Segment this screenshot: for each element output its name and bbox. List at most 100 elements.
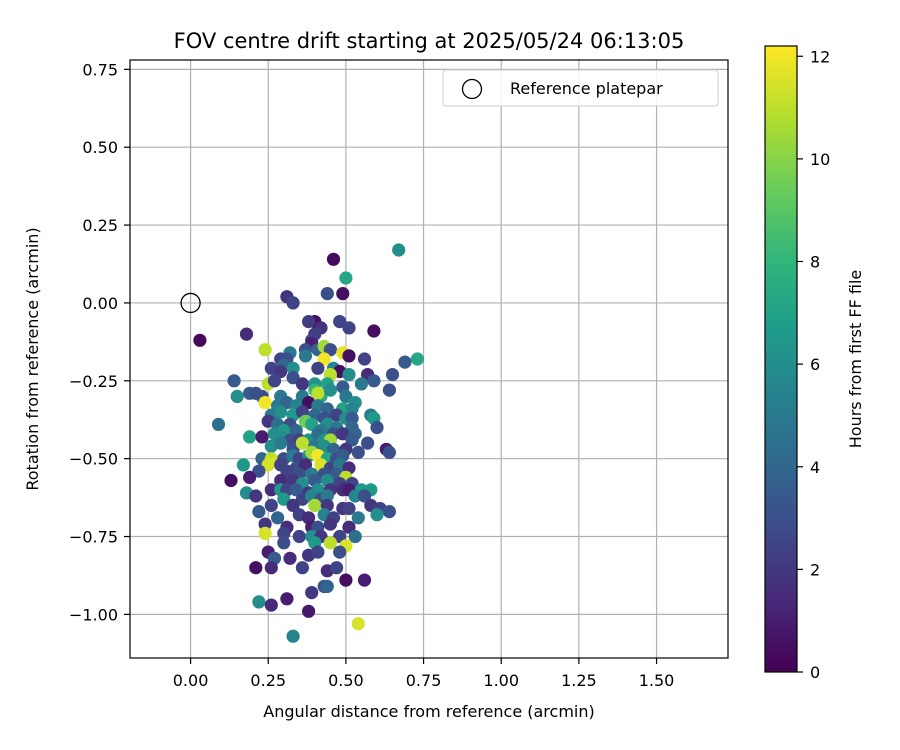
data-point [211, 417, 226, 431]
data-point [302, 315, 316, 329]
data-point [342, 321, 356, 335]
data-point [283, 551, 297, 565]
data-point [410, 352, 424, 366]
x-tick-label: 0.25 [250, 671, 286, 690]
colorbar-tick-label: 2 [810, 560, 820, 579]
data-point [305, 586, 319, 600]
colorbar-label: Hours from first FF file [846, 270, 865, 449]
data-point [230, 389, 244, 403]
data-point [342, 501, 356, 516]
data-point [323, 536, 337, 550]
data-point [351, 617, 365, 631]
data-point [323, 517, 337, 531]
data-point [326, 252, 341, 266]
data-point [249, 489, 263, 503]
x-tick-label: 1.50 [639, 671, 675, 690]
data-point [286, 629, 300, 643]
data-point [286, 361, 300, 375]
data-point [345, 402, 359, 416]
data-point [261, 458, 275, 472]
data-point [351, 445, 365, 459]
colorbar-tick-label: 12 [810, 47, 830, 66]
data-point [274, 364, 288, 379]
legend-entry-reference: Reference platepar [510, 79, 663, 98]
data-point [392, 243, 406, 257]
data-point [264, 561, 278, 575]
data-point [323, 383, 337, 397]
data-point [252, 595, 266, 609]
data-point [277, 526, 291, 541]
data-point [361, 436, 375, 450]
colorbar-tick-label: 6 [810, 355, 820, 374]
data-point [339, 389, 353, 403]
y-tick-label: 0.25 [82, 216, 118, 235]
grid-lines [130, 60, 728, 658]
data-point [333, 529, 347, 544]
data-point [308, 498, 322, 512]
chart-title: FOV centre drift starting at 2025/05/24 … [174, 29, 685, 53]
data-point [243, 470, 257, 484]
data-point [311, 361, 325, 375]
data-point [289, 483, 303, 497]
y-tick-label: −1.00 [69, 605, 118, 624]
data-point [351, 511, 365, 525]
y-tick-label: −0.75 [69, 528, 118, 547]
data-point [348, 489, 362, 503]
data-point [354, 377, 368, 391]
data-point [286, 498, 300, 512]
y-tick-label: −0.50 [69, 450, 118, 469]
data-point [280, 592, 294, 606]
data-point [274, 473, 288, 488]
data-points [193, 243, 424, 643]
data-point [258, 396, 272, 410]
colorbar-tick-label: 4 [810, 458, 820, 477]
data-point [274, 436, 288, 450]
y-tick-label: −0.25 [69, 372, 118, 391]
colorbar-tick-label: 8 [810, 253, 820, 272]
data-point [317, 352, 331, 366]
data-point [274, 405, 288, 419]
data-point [239, 327, 254, 341]
data-point [193, 333, 207, 347]
colorbar-tick-label: 10 [810, 150, 830, 169]
data-point [295, 436, 309, 450]
data-point [280, 464, 294, 478]
colorbar-tick-label: 0 [810, 663, 820, 682]
data-point [258, 517, 272, 531]
data-point [298, 458, 313, 472]
data-point [320, 579, 334, 594]
data-point [264, 483, 278, 497]
reference-point-icon [180, 292, 201, 314]
data-point [330, 561, 344, 575]
y-tick-label: 0.00 [82, 294, 118, 313]
y-axis-label: Rotation from reference (arcmin) [23, 227, 42, 490]
data-point [348, 529, 362, 544]
colorbar-frame [764, 45, 798, 673]
data-point [367, 374, 381, 388]
data-point [292, 529, 306, 544]
data-point [342, 349, 356, 363]
x-axis-ticks: 0.00 0.25 0.50 0.75 1.00 1.25 1.50 [173, 658, 675, 690]
data-point [224, 473, 238, 488]
data-point [236, 458, 250, 472]
data-point [302, 604, 316, 618]
data-point [320, 287, 334, 301]
plot-frame [129, 59, 729, 659]
data-point [286, 371, 300, 385]
x-tick-label: 1.00 [483, 671, 519, 690]
data-point [382, 445, 396, 459]
data-point [258, 526, 272, 541]
data-point [255, 430, 269, 444]
legend-marker-icon [461, 78, 483, 100]
reference-marker [180, 292, 201, 314]
data-point [382, 505, 396, 519]
legend: Reference platepar [442, 69, 719, 107]
data-point [320, 489, 334, 503]
data-point [311, 545, 325, 559]
data-point [336, 287, 350, 301]
data-point [271, 511, 285, 525]
data-point [382, 383, 396, 397]
y-axis-ticks: 0.75 0.50 0.25 0.00 −0.25 −0.50 −0.75 −1.00 [69, 60, 130, 624]
y-tick-label: 0.75 [82, 60, 118, 79]
